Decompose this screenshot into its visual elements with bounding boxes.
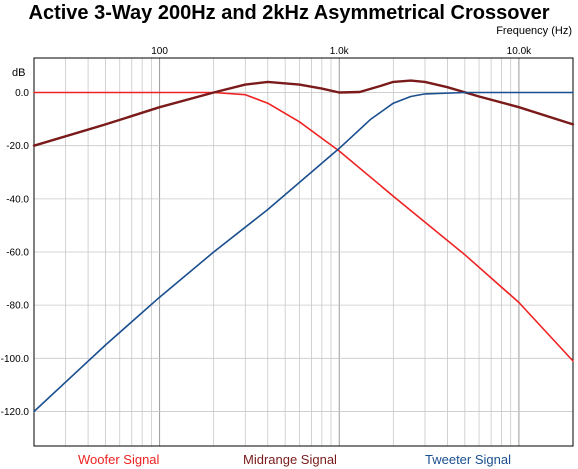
- x-tick-label: 100: [151, 46, 168, 57]
- chart-title: Active 3-Way 200Hz and 2kHz Asymmetrical…: [28, 2, 550, 24]
- y-tick-label: -40.0: [6, 194, 29, 205]
- y-tick-label: -80.0: [6, 301, 29, 312]
- y-tick-label: -100.0: [1, 354, 30, 365]
- plot-frame: [33, 57, 574, 447]
- y-axis-label: dB: [12, 67, 26, 79]
- x-tick-label: 1.0k: [330, 46, 350, 57]
- series-line-midrange-signal: [32, 79, 575, 147]
- legend-midrange: Midrange Signal: [243, 452, 337, 467]
- x-tick-label: 10.0k: [507, 46, 532, 57]
- series-line-tweeter-signal: [33, 91, 574, 413]
- legend-tweeter: Tweeter Signal: [425, 452, 511, 467]
- y-tick-label: -120.0: [1, 407, 30, 418]
- series-line-woofer-signal: [33, 91, 574, 362]
- x-axis-label: Frequency (Hz): [496, 25, 572, 37]
- y-tick-label: -60.0: [6, 248, 29, 259]
- y-tick-label: -20.0: [6, 141, 29, 152]
- y-tick-label: 0.0: [15, 88, 29, 99]
- legend-woofer: Woofer Signal: [78, 452, 160, 467]
